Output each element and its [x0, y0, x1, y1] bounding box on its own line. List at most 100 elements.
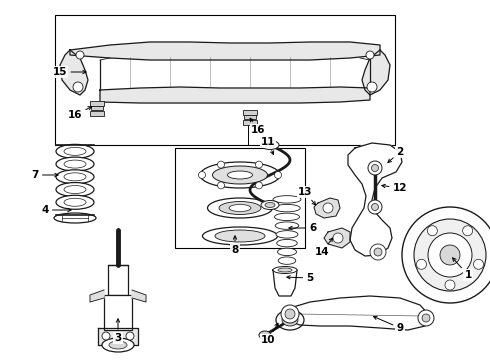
Circle shape: [274, 171, 281, 179]
Circle shape: [370, 244, 386, 260]
Circle shape: [323, 203, 333, 213]
Ellipse shape: [274, 204, 300, 212]
Ellipse shape: [278, 268, 292, 272]
Circle shape: [473, 259, 484, 269]
Ellipse shape: [102, 338, 134, 352]
Text: 5: 5: [287, 273, 314, 283]
Polygon shape: [362, 50, 390, 95]
Ellipse shape: [275, 222, 299, 229]
Ellipse shape: [54, 213, 96, 223]
Circle shape: [428, 233, 472, 277]
Circle shape: [368, 200, 382, 214]
Polygon shape: [314, 198, 340, 218]
Text: 16: 16: [68, 107, 92, 120]
Ellipse shape: [64, 173, 86, 181]
Ellipse shape: [56, 157, 94, 171]
Ellipse shape: [56, 144, 94, 158]
Ellipse shape: [207, 198, 272, 218]
Text: 12: 12: [382, 183, 407, 193]
Circle shape: [371, 165, 378, 171]
Circle shape: [414, 219, 486, 291]
Polygon shape: [132, 290, 146, 302]
Ellipse shape: [109, 341, 127, 349]
Ellipse shape: [200, 162, 280, 188]
Bar: [90, 101, 104, 106]
Bar: [108, 265, 128, 295]
Circle shape: [440, 245, 460, 265]
Circle shape: [255, 182, 263, 189]
Text: 10: 10: [261, 323, 278, 345]
Circle shape: [402, 207, 490, 303]
Ellipse shape: [265, 202, 275, 207]
Bar: [55, 15, 395, 145]
Ellipse shape: [276, 310, 304, 330]
Circle shape: [333, 233, 343, 243]
Ellipse shape: [273, 195, 301, 203]
Circle shape: [281, 305, 299, 323]
Circle shape: [285, 309, 295, 319]
Bar: [175, 148, 305, 248]
Ellipse shape: [261, 201, 279, 210]
Text: 6: 6: [289, 223, 317, 233]
Text: 3: 3: [114, 319, 122, 343]
Circle shape: [445, 280, 455, 290]
Ellipse shape: [219, 202, 261, 215]
Ellipse shape: [215, 230, 265, 242]
Ellipse shape: [56, 170, 94, 184]
Ellipse shape: [56, 195, 94, 209]
Circle shape: [218, 182, 224, 189]
Circle shape: [416, 259, 426, 269]
Ellipse shape: [265, 143, 275, 148]
Circle shape: [422, 314, 430, 322]
Circle shape: [367, 82, 377, 92]
Ellipse shape: [229, 204, 251, 211]
Text: 4: 4: [41, 205, 71, 215]
Ellipse shape: [277, 248, 296, 256]
Circle shape: [371, 203, 378, 211]
Circle shape: [102, 332, 110, 340]
Bar: [243, 120, 257, 125]
Polygon shape: [283, 296, 430, 330]
Text: 11: 11: [261, 137, 275, 154]
Text: 13: 13: [298, 187, 316, 205]
Ellipse shape: [273, 266, 297, 274]
Polygon shape: [348, 143, 402, 256]
Polygon shape: [60, 50, 88, 95]
Ellipse shape: [259, 331, 271, 339]
Ellipse shape: [274, 213, 299, 221]
Ellipse shape: [282, 314, 298, 326]
Circle shape: [126, 332, 134, 340]
Polygon shape: [98, 328, 138, 345]
Text: 8: 8: [231, 236, 239, 255]
Circle shape: [198, 171, 205, 179]
Ellipse shape: [278, 257, 296, 264]
Bar: [243, 110, 257, 115]
Circle shape: [218, 161, 224, 168]
Text: 14: 14: [315, 238, 333, 257]
Bar: [91, 106, 103, 110]
Bar: [90, 111, 104, 116]
Polygon shape: [100, 87, 370, 103]
Text: 15: 15: [53, 67, 86, 77]
Ellipse shape: [64, 147, 86, 156]
Circle shape: [366, 51, 374, 59]
Ellipse shape: [213, 166, 268, 184]
Ellipse shape: [64, 185, 86, 194]
Circle shape: [255, 161, 263, 168]
Circle shape: [374, 248, 382, 256]
Text: 2: 2: [388, 147, 404, 162]
Bar: [104, 295, 132, 330]
Polygon shape: [273, 270, 297, 296]
Circle shape: [368, 161, 382, 175]
Polygon shape: [70, 42, 380, 60]
Circle shape: [76, 51, 84, 59]
Ellipse shape: [64, 198, 86, 206]
Ellipse shape: [277, 239, 297, 247]
Ellipse shape: [202, 227, 277, 245]
Bar: [244, 115, 256, 119]
Circle shape: [73, 82, 83, 92]
Ellipse shape: [64, 160, 86, 168]
Circle shape: [418, 310, 434, 326]
Ellipse shape: [56, 183, 94, 197]
Ellipse shape: [261, 140, 279, 149]
